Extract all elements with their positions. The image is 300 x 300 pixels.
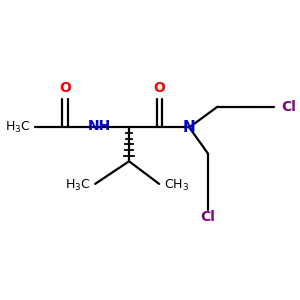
Text: NH: NH [87, 118, 110, 133]
Text: $\mathregular{H_3C}$: $\mathregular{H_3C}$ [65, 178, 91, 193]
Text: O: O [59, 81, 71, 95]
Text: $\mathregular{H_3C}$: $\mathregular{H_3C}$ [5, 120, 30, 135]
Text: N: N [183, 120, 196, 135]
Text: O: O [153, 81, 165, 95]
Text: Cl: Cl [281, 100, 296, 114]
Text: Cl: Cl [201, 210, 216, 224]
Text: $\mathregular{CH_3}$: $\mathregular{CH_3}$ [164, 178, 189, 193]
